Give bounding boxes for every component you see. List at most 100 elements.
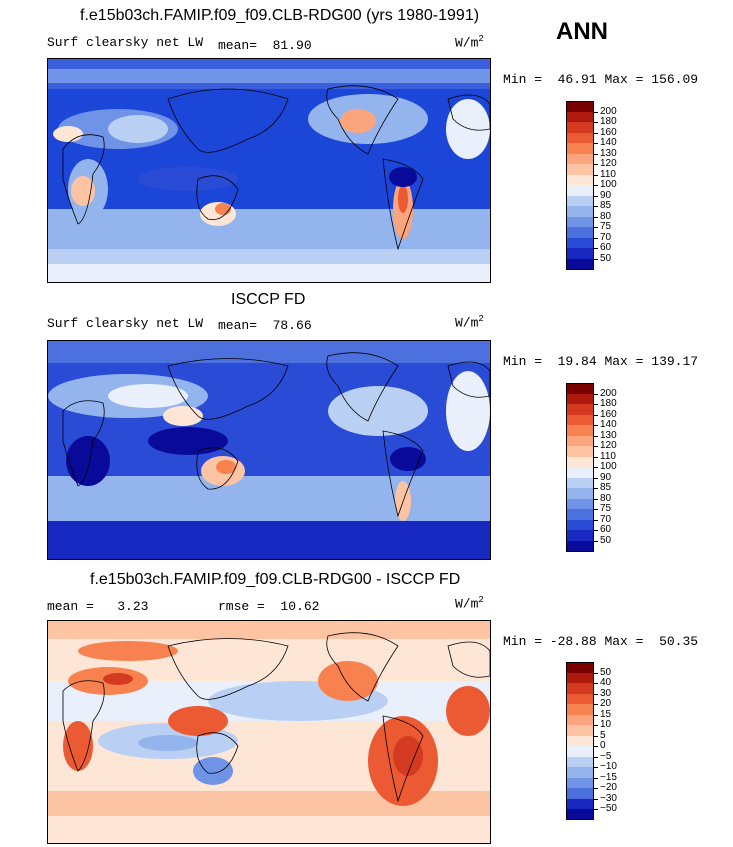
colorbar-tick: [594, 498, 598, 500]
colorbar-tick: [594, 164, 598, 165]
colorbar-level-label: 50: [600, 252, 612, 264]
colorbar-swatch: [566, 111, 594, 123]
colorbar-tick: [594, 467, 598, 468]
panel-2-minmax: Min = 19.84 Max = 139.17: [503, 354, 699, 369]
panel-3-title: f.e15b03ch.FAMIP.f09_f09.CLB-RDG00 - ISC…: [90, 571, 461, 588]
colorbar-swatch: [566, 258, 594, 270]
panel-3-rmse: rmse = 10.62: [218, 599, 319, 614]
panel-3-mean: mean = 3.23: [47, 599, 148, 614]
colorbar-swatch: [566, 672, 594, 684]
colorbar-swatch: [566, 122, 594, 133]
colorbar-swatch: [566, 788, 594, 799]
colorbar-level-label: 160: [600, 408, 617, 420]
colorbar-swatch: [566, 435, 594, 447]
colorbar-tick: [594, 777, 598, 779]
colorbar-level-label: −50: [600, 803, 617, 814]
colorbar-tick: [594, 185, 598, 186]
panel-1-min-value: 46.91: [557, 72, 597, 87]
panel-3-min-value: -28.88: [549, 634, 597, 649]
colorbar-swatch: [566, 153, 594, 165]
colorbar-swatch: [566, 195, 594, 207]
colorbar-tick: [594, 446, 598, 447]
colorbar-tick: [594, 509, 598, 510]
panel-2-map: [47, 340, 491, 560]
colorbar-tick: [594, 393, 598, 395]
colorbar-tick: [594, 530, 598, 531]
colorbar-tick: [594, 693, 598, 695]
colorbar-swatch: [566, 509, 594, 520]
panel-1-max-value: 156.09: [651, 72, 699, 87]
colorbar-swatch: [566, 777, 594, 789]
panel-1-mean: mean= 81.90: [218, 38, 312, 53]
colorbar-level-label: 160: [600, 126, 617, 138]
colorbar-swatch: [566, 477, 594, 489]
colorbar-level-label: 80: [600, 492, 612, 504]
panel-3-rmse-value: 10.62: [280, 599, 320, 614]
colorbar-level-label: 120: [600, 158, 617, 169]
colorbar-tick: [594, 725, 598, 726]
colorbar-level-label: 60: [600, 242, 612, 253]
colorbar-level-label: 90: [600, 471, 612, 483]
colorbar-level-label: 20: [600, 698, 612, 709]
colorbar-level-label: 110: [600, 168, 616, 180]
colorbar-swatch: [566, 519, 594, 531]
colorbar-swatch: [566, 237, 594, 249]
colorbar-swatch: [566, 530, 594, 541]
colorbar-swatch: [566, 404, 594, 415]
colorbar-level-label: 130: [600, 147, 617, 159]
colorbar-tick: [594, 237, 598, 239]
panel-2-mean: mean= 78.66: [218, 318, 312, 333]
colorbar-swatch: [566, 132, 594, 144]
colorbar-tick: [594, 248, 598, 249]
colorbar-swatch: [566, 725, 594, 736]
colorbar-level-label: 180: [600, 398, 617, 409]
colorbar-swatch: [566, 446, 594, 457]
colorbar-swatch: [566, 383, 594, 394]
colorbar-tick: [594, 174, 598, 176]
panel-3-rmse-label: rmse =: [218, 599, 265, 614]
colorbar-swatch: [566, 735, 594, 747]
panel-2-min-value: 19.84: [557, 354, 597, 369]
colorbar-level-label: 100: [600, 179, 617, 190]
colorbar-tick: [594, 435, 598, 437]
colorbar-tick: [594, 195, 598, 197]
colorbar-tick: [594, 540, 598, 542]
colorbar-tick: [594, 122, 598, 123]
panel-1-minmax: Min = 46.91 Max = 156.09: [503, 72, 699, 87]
colorbar-swatch: [566, 185, 594, 196]
colorbar-tick: [594, 488, 598, 489]
panel-1-field-label: Surf clearsky net LW: [47, 35, 204, 50]
colorbar-tick: [594, 672, 598, 674]
colorbar-level-label: 70: [600, 513, 612, 525]
colorbar-swatch: [566, 206, 594, 217]
colorbar-tick: [594, 756, 598, 758]
panel-3-minmax: Min = -28.88 Max = 50.35: [503, 634, 699, 649]
colorbar-level-label: 60: [600, 524, 612, 535]
colorbar-swatch: [566, 798, 594, 810]
colorbar-level-label: −20: [600, 782, 617, 793]
colorbar-tick: [594, 704, 598, 705]
colorbar-level-label: 40: [600, 677, 612, 688]
colorbar-tick: [594, 714, 598, 716]
colorbar-swatch: [566, 746, 594, 757]
colorbar-tick: [594, 425, 598, 426]
colorbar-swatch: [566, 143, 594, 154]
colorbar-tick: [594, 809, 598, 810]
colorbar-tick: [594, 683, 598, 684]
colorbar-level-label: 50: [600, 534, 612, 546]
colorbar-tick: [594, 206, 598, 207]
panel-2-units: W/m2: [455, 314, 484, 331]
colorbar-swatch: [566, 498, 594, 510]
colorbar-tick: [594, 788, 598, 789]
colorbar-swatch: [566, 756, 594, 768]
colorbar-swatch: [566, 467, 594, 478]
panel-3-map-svg: [48, 621, 490, 843]
colorbar-swatch: [566, 767, 594, 778]
season-label: ANN: [556, 18, 608, 45]
panel-2-map-svg: [48, 341, 490, 559]
panel-1-units: W/m2: [455, 34, 484, 51]
colorbar-level-label: −30: [600, 792, 617, 804]
colorbar-tick: [594, 132, 598, 134]
panel-2-title: ISCCP FD: [231, 291, 306, 308]
panel-2-field-label: Surf clearsky net LW: [47, 316, 204, 331]
